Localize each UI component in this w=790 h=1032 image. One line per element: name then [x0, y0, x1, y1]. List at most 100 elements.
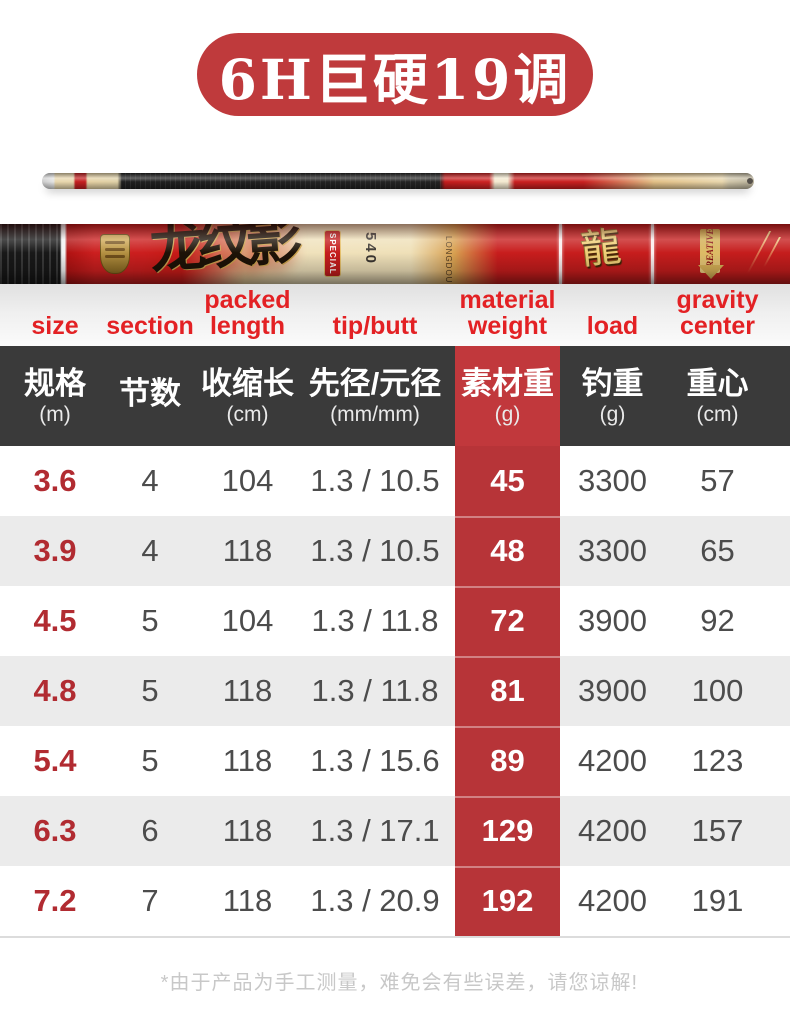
cn-header-unit: (g): [494, 403, 521, 427]
table-row: 3.6 4 104 1.3 / 10.5 45 3300 57: [0, 446, 790, 516]
cell-section: 5: [141, 603, 159, 638]
cn-header-unit: (m): [39, 403, 71, 427]
cn-header-unit: (mm/mm): [330, 403, 420, 427]
calligraphy-art: 龙纹影: [147, 224, 297, 282]
gold-shield-emblem: [99, 233, 130, 274]
cn-header-material-weight: 素材重 (g): [455, 346, 560, 446]
cell-gravity-center: 92: [700, 603, 735, 638]
cell-packed-length: 118: [222, 533, 273, 568]
cell-load: 4200: [578, 743, 647, 778]
measurement-disclaimer: *由于产品为手工测量，难免会有些误差，请您谅解!: [160, 972, 638, 994]
table-bottom-divider: [0, 936, 790, 938]
en-header-size: size: [31, 312, 79, 340]
spec-table-body: 3.6 4 104 1.3 / 10.5 45 3300 57 3.9 4 11…: [0, 446, 790, 936]
en-header-tip-butt: tip/butt: [332, 312, 418, 340]
table-row: 3.9 4 118 1.3 / 10.5 48 3300 65: [0, 516, 790, 586]
cell-size: 4.8: [33, 673, 77, 708]
cell-gravity-center: 57: [700, 463, 735, 498]
cn-header-label: 先径/元径: [308, 365, 442, 401]
cn-header-label: 钓重: [581, 365, 644, 401]
cell-material-weight: 48: [455, 516, 560, 586]
cn-header-section: 节数: [100, 346, 200, 446]
table-row: 6.3 6 118 1.3 / 17.1 129 4200 157: [0, 796, 790, 866]
cell-material-weight: 89: [455, 726, 560, 796]
cell-gravity-center: 191: [691, 883, 744, 918]
cell-packed-length: 104: [221, 603, 274, 638]
rod-butt-cap: [747, 178, 753, 184]
cell-load: 3900: [578, 603, 647, 638]
cell-size: 3.9: [33, 533, 77, 568]
cell-packed-length: 118: [222, 883, 273, 918]
cn-header-unit: (cm): [696, 403, 739, 427]
cn-header-gravity-center: 重心 (cm): [665, 346, 770, 446]
cell-section: 5: [141, 743, 159, 778]
cell-gravity-center: 123: [691, 743, 744, 778]
cell-tip-butt: 1.3 / 10.5: [310, 463, 440, 498]
cell-gravity-center: 65: [700, 533, 735, 568]
en-header-packed-length: packed length: [204, 286, 291, 340]
cell-packed-length: 118: [222, 743, 273, 778]
rod-ring-separator: [559, 224, 563, 284]
rod-ring-separator: [650, 224, 654, 284]
cell-packed-length: 118: [222, 673, 273, 708]
cell-section: 7: [141, 883, 159, 918]
cell-material-weight: 45: [455, 446, 560, 516]
cell-section: 5: [141, 673, 159, 708]
cn-header-unit: (g): [599, 403, 626, 427]
dragon-art: 龍: [579, 224, 624, 274]
cell-material-weight: 81: [455, 656, 560, 726]
title-badge: 6H巨硬19调: [197, 33, 593, 116]
cell-gravity-center: 100: [691, 673, 744, 708]
cell-size: 7.2: [33, 883, 77, 918]
cn-header-label: 规格: [24, 365, 86, 401]
brand-vertical-label: LONGDOU: [443, 236, 453, 284]
cell-section: 6: [141, 813, 159, 848]
cell-tip-butt: 1.3 / 11.8: [311, 603, 439, 638]
cell-size: 5.4: [33, 743, 77, 778]
cell-material-weight: 192: [455, 866, 560, 936]
cn-header-unit: (cm): [226, 403, 269, 427]
en-header-section: section: [106, 312, 194, 340]
cn-header-label: 节数: [119, 376, 181, 412]
cell-load: 3900: [578, 673, 647, 708]
cn-header-packed-length: 收缩长 (cm): [200, 346, 295, 446]
cell-packed-length: 104: [221, 463, 274, 498]
cn-header-label: 素材重: [461, 365, 554, 401]
cell-material-weight: 129: [455, 796, 560, 866]
cell-material-weight: 72: [455, 586, 560, 656]
cn-header-size: 规格 (m): [10, 346, 100, 446]
cn-header-tip-butt: 先径/元径 (mm/mm): [295, 346, 455, 446]
en-header-gravity-center: gravity center: [676, 286, 759, 340]
cell-tip-butt: 1.3 / 17.1: [310, 813, 440, 848]
table-row: 4.5 5 104 1.3 / 11.8 72 3900 92: [0, 586, 790, 656]
rod-carbon-texture: [120, 173, 441, 189]
cell-load: 4200: [578, 813, 647, 848]
cell-packed-length: 118: [222, 813, 273, 848]
cn-header-label: 收缩长: [201, 365, 294, 401]
cell-tip-butt: 1.3 / 10.5: [310, 533, 440, 568]
english-header-row: size section packed length tip/butt mate…: [0, 284, 790, 346]
cell-tip-butt: 1.3 / 11.8: [311, 673, 439, 708]
special-badge: SPECIAL: [323, 230, 341, 277]
en-header-load: load: [586, 312, 639, 340]
cell-section: 4: [141, 463, 159, 498]
cn-header-label: 重心: [686, 365, 749, 401]
cell-tip-butt: 1.3 / 15.6: [310, 743, 440, 778]
cn-header-load: 钓重 (g): [560, 346, 665, 446]
rod-grip-texture: [0, 224, 61, 284]
en-header-material-weight: material weight: [459, 286, 556, 340]
cell-load: 3300: [578, 463, 647, 498]
rod-closeup-image: 龙纹影 SPECIAL 540 LONGDOU 龍 CREATIVE: [0, 224, 790, 284]
creative-chevron-icon: [697, 264, 724, 284]
cell-size: 3.6: [33, 463, 77, 498]
cell-size: 4.5: [33, 603, 77, 638]
cell-size: 6.3: [33, 813, 77, 848]
title-badge-label: 6H巨硬19调: [218, 46, 572, 112]
table-row: 5.4 5 118 1.3 / 15.6 89 4200 123: [0, 726, 790, 796]
gold-streak-decoration: [763, 237, 782, 268]
gold-streak-decoration: [747, 231, 772, 274]
cell-tip-butt: 1.3 / 20.9: [310, 883, 440, 918]
table-row: 7.2 7 118 1.3 / 20.9 192 4200 191: [0, 866, 790, 936]
rod-cylinder-shading: [42, 173, 754, 189]
